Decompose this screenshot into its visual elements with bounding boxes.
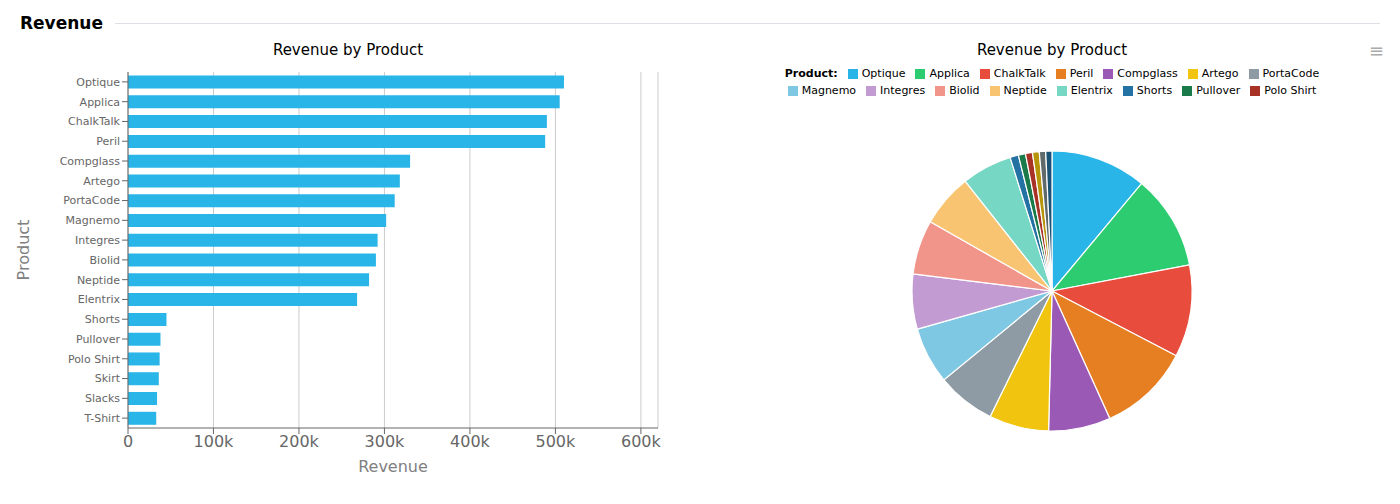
html-text:Artego: Artego <box>1201 67 1239 80</box>
html-text:PortaCode: PortaCode <box>1262 67 1320 80</box>
svg-text:Polo Shirt: Polo Shirt <box>68 353 121 366</box>
svg-text:Compglass: Compglass <box>60 155 121 168</box>
html-text:ChalkTalk: ChalkTalk <box>993 67 1046 80</box>
html-text:Integres: Integres <box>880 84 926 97</box>
html-text:Peril: Peril <box>1069 67 1094 80</box>
svg-text:PortaCode: PortaCode <box>63 194 120 207</box>
html-text:Revenue by Product: Revenue by Product <box>272 41 424 59</box>
html-text:Magnemo: Magnemo <box>801 84 857 97</box>
svg-text:0: 0 <box>123 432 133 451</box>
html-text:Biolid: Biolid <box>949 84 980 97</box>
svg-text:400k: 400k <box>450 432 491 451</box>
html-text:Applica: Applica <box>929 67 970 80</box>
svg-text:Pullover: Pullover <box>76 333 121 346</box>
html-text:Neptide: Neptide <box>1003 84 1047 97</box>
html-text:Optique: Optique <box>861 67 906 80</box>
html-text:Shorts: Shorts <box>1136 84 1173 97</box>
svg-text:200k: 200k <box>279 432 320 451</box>
svg-text:300k: 300k <box>365 432 406 451</box>
svg-text:500k: 500k <box>536 432 577 451</box>
svg-text:Shorts: Shorts <box>85 313 121 326</box>
svg-text:Elentrix: Elentrix <box>78 293 121 306</box>
svg-text:Slacks: Slacks <box>85 392 120 405</box>
html-text:Revenue by Product: Revenue by Product <box>976 41 1128 59</box>
svg-text:Integres: Integres <box>75 234 120 247</box>
svg-text:Product: Product <box>14 220 33 281</box>
html-text:Elentrix: Elentrix <box>1070 84 1113 97</box>
svg-text:Neptide: Neptide <box>77 274 120 287</box>
svg-text:ChalkTalk: ChalkTalk <box>68 115 121 128</box>
svg-text:Peril: Peril <box>96 135 120 148</box>
svg-text:600k: 600k <box>621 432 662 451</box>
html-text:Revenue: Revenue <box>20 13 103 33</box>
svg-text:Skirt: Skirt <box>95 372 121 385</box>
svg-text:Artego: Artego <box>83 175 120 188</box>
html-text:Pullover: Pullover <box>1196 84 1241 97</box>
html-text:Polo Shirt: Polo Shirt <box>1264 84 1317 97</box>
svg-text:Optique: Optique <box>76 76 120 89</box>
svg-text:100k: 100k <box>194 432 235 451</box>
html-text:Compglass: Compglass <box>1117 67 1178 80</box>
svg-text:T-Shirt: T-Shirt <box>83 412 120 425</box>
svg-text:Magnemo: Magnemo <box>66 214 121 227</box>
html-text:Product:: Product: <box>784 67 838 80</box>
svg-text:Applica: Applica <box>80 96 120 109</box>
svg-text:Revenue: Revenue <box>358 457 428 476</box>
svg-text:Biolid: Biolid <box>90 254 120 267</box>
